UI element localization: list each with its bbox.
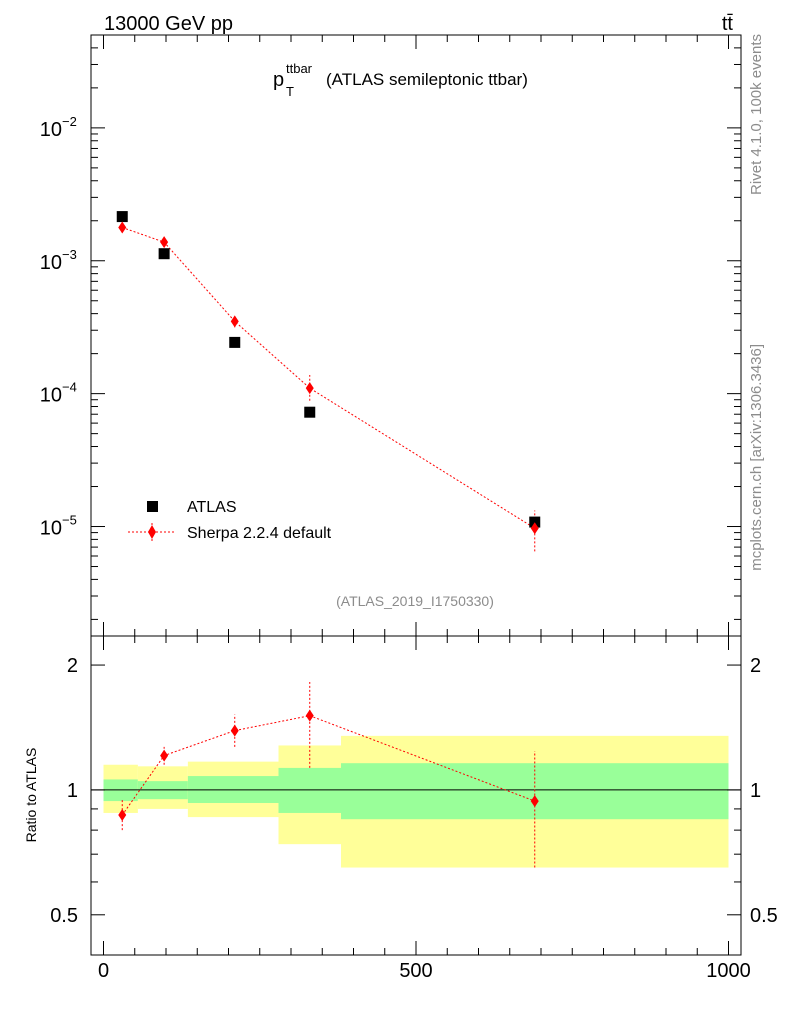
main-plot-panel: 10−210−310−410−5 p ttbar T (ATLAS semile… [40, 34, 742, 637]
ratio-y-tick-label-right: 0.5 [750, 905, 778, 927]
ratio-plot-marks [91, 682, 741, 868]
legend-sherpa-marker [148, 525, 156, 539]
ratio-x-tick-label: 1000 [706, 960, 751, 982]
rivet-version-label: Rivet 4.1.0, 100k events [748, 34, 765, 195]
atlas-point [116, 211, 128, 223]
ratio-y-tick-label-left: 1 [67, 780, 78, 802]
legend: ATLAS Sherpa 2.2.4 default [128, 499, 332, 542]
main-y-tick-label-base: 10 [40, 385, 62, 407]
plot-title-superscript: ttbar [286, 61, 313, 76]
main-y-tick-label-base: 10 [40, 518, 62, 540]
ratio-sherpa-line [121, 715, 535, 816]
sherpa-point [118, 221, 127, 234]
ratio-plot-panel: 0.5 0.5 1 1 2 2 0 500 1000 Ratio to ATLAS [23, 635, 778, 982]
ratio-sherpa-point [118, 809, 127, 822]
main-axis-ticks: 10−210−310−410−5 [40, 34, 741, 636]
legend-atlas-label: ATLAS [187, 499, 237, 516]
main-y-tick-label-base: 10 [40, 252, 62, 274]
ratio-axis-ticks: 0.5 0.5 1 1 2 2 0 500 1000 [50, 636, 778, 982]
ratio-sherpa-point [305, 709, 314, 722]
main-y-tick-label-exponent: −4 [62, 380, 77, 395]
ratio-y-axis-title: Ratio to ATLAS [23, 748, 39, 843]
sherpa-line [122, 227, 536, 529]
ratio-x-tick-label: 500 [399, 960, 432, 982]
main-y-tick-label-exponent: −3 [62, 247, 77, 262]
ratio-y-tick-label-left: 2 [67, 655, 78, 677]
ratio-sherpa-point [230, 724, 239, 737]
ratio-band-inner [278, 767, 341, 813]
main-plot-frame [90, 34, 742, 637]
atlas-point [229, 336, 241, 348]
atlas-point [304, 406, 316, 418]
legend-atlas-marker [147, 501, 158, 512]
ratio-y-tick-label-left: 0.5 [50, 905, 78, 927]
process-label: tt̄ [722, 13, 734, 35]
ratio-x-tick-label: 0 [98, 960, 109, 982]
sherpa-point [530, 522, 539, 535]
sherpa-point [230, 315, 239, 328]
energy-label: 13000 GeV pp [104, 13, 233, 35]
ratio-sherpa-point [160, 749, 169, 762]
main-y-tick-label-exponent: −2 [62, 114, 77, 129]
plot-title-subscript: T [286, 84, 294, 99]
ratio-sherpa-point [530, 795, 539, 808]
ratio-y-tick-label-right: 2 [750, 655, 761, 677]
main-y-tick-label-exponent: −5 [62, 513, 77, 528]
plot-title-text: (ATLAS semileptonic ttbar) [326, 70, 528, 89]
legend-sherpa-label: Sherpa 2.2.4 default [187, 525, 332, 542]
ratio-y-tick-label-right: 1 [750, 780, 761, 802]
plot-title-p: p [273, 69, 284, 91]
atlas-point [158, 248, 170, 260]
mcplots-source-label: mcplots.cern.ch [arXiv:1306.3436] [748, 344, 765, 571]
analysis-watermark: (ATLAS_2019_I1750330) [336, 593, 494, 609]
main-plot-marks [116, 211, 541, 552]
atlas-point [529, 516, 541, 528]
main-y-tick-label-base: 10 [40, 119, 62, 141]
sherpa-point [305, 382, 314, 395]
sherpa-point [160, 236, 169, 249]
